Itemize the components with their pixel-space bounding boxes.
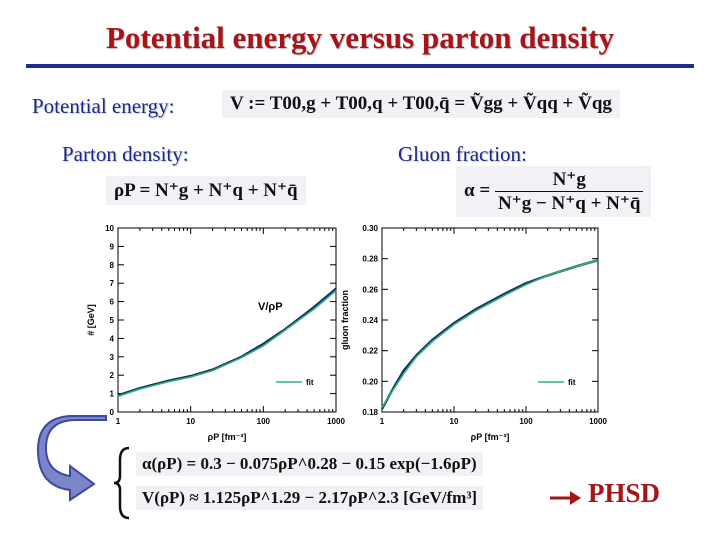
y-tick-label: 7	[110, 279, 115, 288]
potential-energy-label: Potential energy:	[32, 94, 175, 118]
gluon-fraction-chart: 1 10 100 1000 0.18 0.20 0.22 0.24 0.26 0.28 0.30 ρP…	[340, 224, 607, 442]
x-tick-label: 1000	[589, 417, 607, 426]
y-axis-label: # [GeV]	[86, 304, 96, 336]
fit-eq-alpha-text: α(ρP) = 0.3 − 0.075ρP^0.28 − 0.15 exp(−1…	[142, 454, 477, 473]
x-tick-label: 100	[519, 417, 533, 426]
x-tick-label: 1	[380, 417, 385, 426]
potential-eq-rhs: T00,g + T00,q + T00,q̄ = Ṽgg + Ṽqq + Ṽqg	[269, 93, 612, 114]
right-arrow-icon	[550, 491, 581, 506]
phsd-callout: PHSD	[548, 478, 660, 509]
x-tick-label: 100	[257, 417, 271, 426]
left-brace-icon	[113, 446, 130, 520]
parton-eq-text: ρP = N⁺g + N⁺q + N⁺q̄	[114, 180, 298, 201]
fit-equation-potential: V(ρP) ≈ 1.125ρP^1.29 − 2.17ρP^2.3 [GeV/f…	[136, 486, 484, 510]
gluon-fraction-label: Gluon fraction:	[398, 142, 527, 166]
fit-eq-potential-text: V(ρP) ≈ 1.125ρP^1.29 − 2.17ρP^2.3 [GeV/f…	[142, 488, 478, 507]
y-tick-label: 0.20	[362, 377, 378, 386]
data-series-line	[117, 287, 337, 397]
fit-equation-alpha: α(ρP) = 0.3 − 0.075ρP^0.28 − 0.15 exp(−1…	[136, 452, 483, 476]
y-tick-label: 4	[110, 334, 115, 343]
y-tick-label: 0.18	[362, 408, 378, 417]
y-tick-label: 0.26	[362, 285, 378, 294]
gluon-eq-fraction: N⁺g N⁺g − N⁺q + N⁺q̄	[494, 168, 644, 215]
gluon-eq-lhs: α =	[464, 179, 495, 201]
parton-density-equation: ρP = N⁺g + N⁺q + N⁺q̄	[106, 176, 306, 205]
y-tick-label: 5	[110, 316, 115, 325]
fit-series-line	[117, 289, 337, 398]
y-tick-label: 6	[110, 298, 115, 307]
curve-annotation: V/ρP	[258, 301, 283, 313]
title-underline	[26, 64, 694, 68]
gluon-fraction-equation: α = N⁺g N⁺g − N⁺q + N⁺q̄	[456, 166, 652, 217]
plot-frame	[381, 227, 599, 413]
x-tick-label: 10	[450, 417, 459, 426]
fit-series-line	[381, 259, 599, 408]
x-tick-label: 10	[186, 417, 195, 426]
x-tick-label: 1	[116, 417, 121, 426]
y-tick-label: 0.28	[362, 255, 378, 264]
y-axis-label: gluon fraction	[340, 290, 350, 350]
x-axis-label: ρP [fm⁻³]	[208, 432, 247, 442]
curved-return-arrow-icon	[36, 415, 107, 502]
y-tick-label: 10	[105, 224, 114, 233]
x-tick-label: 1000	[327, 417, 345, 426]
y-tick-label: 3	[110, 353, 115, 362]
x-axis-label: ρP [fm⁻³]	[471, 432, 510, 442]
legend-label: fit	[306, 378, 314, 387]
gluon-eq-numerator: N⁺g	[494, 168, 644, 192]
y-tick-label: 0.24	[362, 316, 378, 325]
data-series-line	[380, 259, 599, 410]
y-tick-label: 1	[110, 390, 115, 399]
y-tick-label: 0	[110, 408, 115, 417]
legend-label: fit	[568, 378, 576, 387]
phsd-label: PHSD	[588, 478, 661, 508]
y-tick-label: 8	[110, 261, 115, 270]
gluon-eq-denominator: N⁺g − N⁺q + N⁺q̄	[497, 193, 641, 214]
slide-title: Potential energy versus parton density	[105, 20, 615, 55]
y-tick-label: 2	[110, 371, 115, 380]
parton-density-label: Parton density:	[62, 142, 189, 166]
y-tick-label: 0.22	[362, 347, 378, 356]
potential-energy-equation: V := T00,g + T00,q + T00,q̄ = Ṽgg + Ṽqq …	[222, 90, 620, 118]
y-tick-label: 9	[110, 242, 115, 251]
y-tick-label: 0.30	[362, 224, 378, 233]
potential-eq-lhs: V :=	[230, 93, 270, 114]
